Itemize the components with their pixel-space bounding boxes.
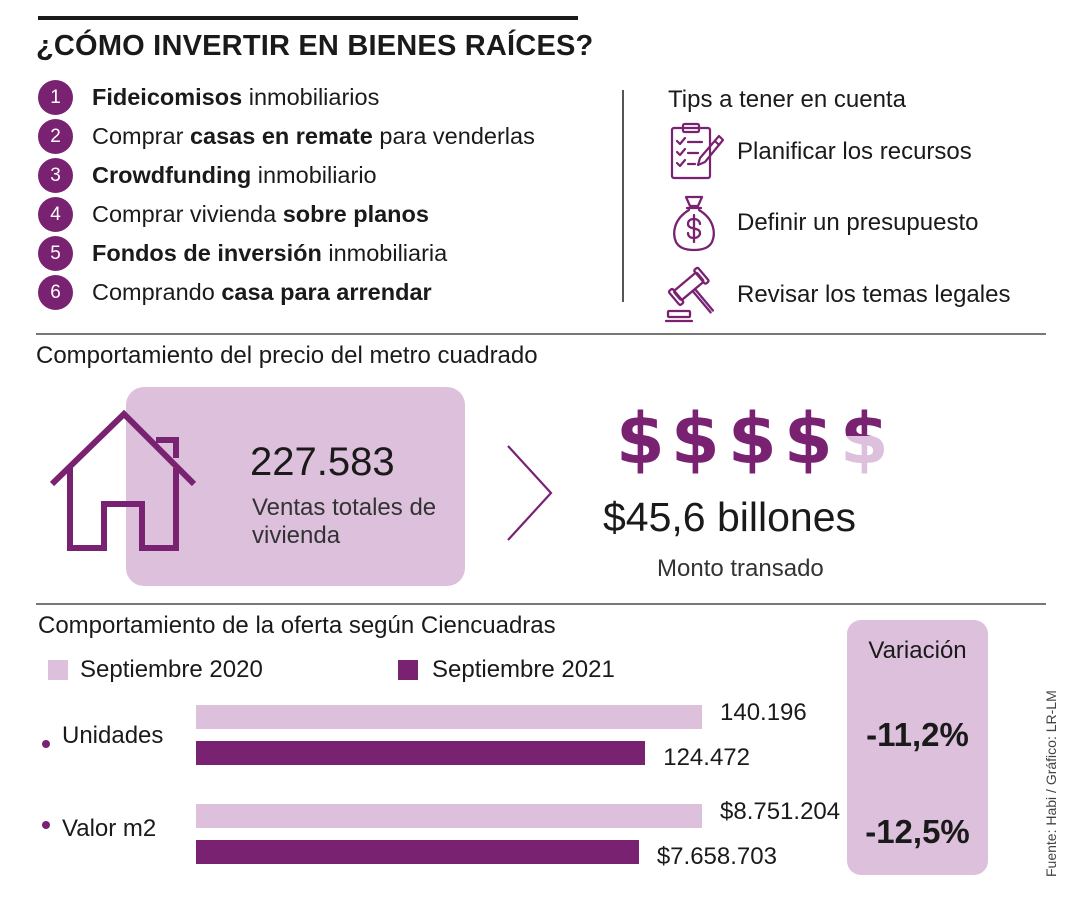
category-bullet <box>42 740 50 748</box>
investment-ways-list: 1 Fideicomisos inmobiliarios 2 Comprar casa… <box>38 78 618 312</box>
tip-label: Revisar los temas legales <box>737 281 1011 308</box>
text-segment: inmobiliarios <box>242 84 380 110</box>
legend-swatch-2020 <box>48 660 68 680</box>
source-credit: Fuente: Habi / Gráfico: LR-LM <box>1043 690 1059 877</box>
bar-2020-0 <box>196 705 702 729</box>
category-label-valor-m2: Valor m2 <box>62 815 157 842</box>
text-segment: para venderlas <box>372 123 535 149</box>
investment-way-item: 4 Comprar vivienda sobre planos <box>38 195 618 234</box>
bar-2020-1 <box>196 804 702 828</box>
legend-swatch-2021 <box>398 660 418 680</box>
investment-way-item: 6 Comprando casa para arrendar <box>38 273 618 312</box>
chevron-right-icon <box>507 445 553 541</box>
text-segment: Comprar vivienda <box>92 201 283 227</box>
number-badge: 2 <box>38 119 73 154</box>
bar-value-label: $8.751.204 <box>720 798 841 825</box>
price-section-title: Comportamiento del precio del metro cuad… <box>36 342 538 369</box>
legend-label-2020: Septiembre 2020 <box>80 656 263 683</box>
bold-text: Fideicomisos <box>92 84 243 110</box>
sales-total-label: Ventas totales de vivienda <box>252 494 437 549</box>
svg-text:$: $ <box>840 398 886 477</box>
tip-label: Planificar los recursos <box>737 138 972 165</box>
amount-value: $45,6 billones <box>603 494 857 540</box>
bold-text: Crowdfunding <box>92 162 252 188</box>
text-segment: Comprar <box>92 123 190 149</box>
dollar-sign-icon: $ <box>671 398 720 477</box>
clipboard-checklist-icon <box>670 122 724 180</box>
text-segment: inmobiliario <box>251 162 377 188</box>
gavel-icon <box>664 266 715 323</box>
sales-highlight-box <box>126 387 465 586</box>
tip-item: Definir un presupuesto <box>664 193 978 253</box>
svg-text:$: $ <box>840 398 886 477</box>
house-icon <box>49 409 197 551</box>
vertical-divider <box>622 90 624 302</box>
bar-value-label: 140.196 <box>720 699 807 726</box>
text-segment: Comprando <box>92 279 222 305</box>
tips-title: Tips a tener en cuenta <box>668 86 906 113</box>
investment-way-text: Crowdfunding inmobiliario <box>92 162 377 189</box>
investment-way-text: Comprando casa para arrendar <box>92 279 432 306</box>
section-divider <box>36 603 1046 605</box>
investment-way-text: Fondos de inversión inmobiliaria <box>92 240 447 267</box>
amount-label: Monto transado <box>657 555 824 582</box>
variation-title: Variación <box>868 637 967 664</box>
bold-text: Fondos de inversión <box>92 240 322 266</box>
bar-2021-1 <box>196 840 639 864</box>
dollar-icons-row: $ $ $ $ $ $ <box>616 395 889 482</box>
dollar-sign-icon: $ <box>784 398 833 477</box>
variation-value-unidades: -11,2% <box>866 716 969 753</box>
investment-way-text: Comprar casas en remate para venderlas <box>92 123 535 150</box>
variation-box <box>847 620 988 875</box>
variation-value-valor-m2: -12,5% <box>865 813 970 850</box>
bold-text: casa para arrendar <box>221 279 432 305</box>
number-badge: 1 <box>38 80 73 115</box>
number-badge: 3 <box>38 158 73 193</box>
number-badge: 4 <box>38 197 73 232</box>
investment-way-item: 2 Comprar casas en remate para venderlas <box>38 117 618 156</box>
bar-value-label: 124.472 <box>663 744 750 771</box>
bar-2021-0 <box>196 741 646 765</box>
tip-item: Revisar los temas legales <box>664 265 1010 325</box>
investment-way-text: Comprar vivienda sobre planos <box>92 201 429 228</box>
bold-text: sobre planos <box>282 201 429 227</box>
number-badge: 5 <box>38 236 73 271</box>
text-segment: inmobiliaria <box>321 240 448 266</box>
investment-way-item: 3 Crowdfunding inmobiliario <box>38 156 618 195</box>
dollar-sign-icon: $ <box>728 398 777 477</box>
section-divider <box>36 333 1046 335</box>
legend-label-2021: Septiembre 2021 <box>432 656 615 683</box>
bold-text: casas en remate <box>189 123 373 149</box>
chart-title: Comportamiento de la oferta según Ciencu… <box>38 612 556 639</box>
investment-way-item: 5 Fondos de inversión inmobiliaria <box>38 234 618 273</box>
tip-item: Planificar los recursos <box>664 122 972 182</box>
investment-way-item: 1 Fideicomisos inmobiliarios <box>38 78 618 117</box>
title-rule <box>38 16 578 20</box>
number-badge: 6 <box>38 275 73 310</box>
bar-value-label: $7.658.703 <box>656 843 777 870</box>
investment-way-text: Fideicomisos inmobiliarios <box>92 84 379 111</box>
sales-total-value: 227.583 <box>250 440 395 484</box>
category-bullet <box>42 821 50 829</box>
dollar-sign-icon: $ <box>616 398 665 477</box>
category-label-unidades: Unidades <box>62 722 164 749</box>
dollar-sign-icon: $ $ <box>840 398 889 480</box>
page-title: ¿CÓMO INVERTIR EN BIENES RAÍCES? <box>36 30 594 62</box>
tip-label: Definir un presupuesto <box>737 209 979 236</box>
money-bag-icon <box>673 195 715 252</box>
